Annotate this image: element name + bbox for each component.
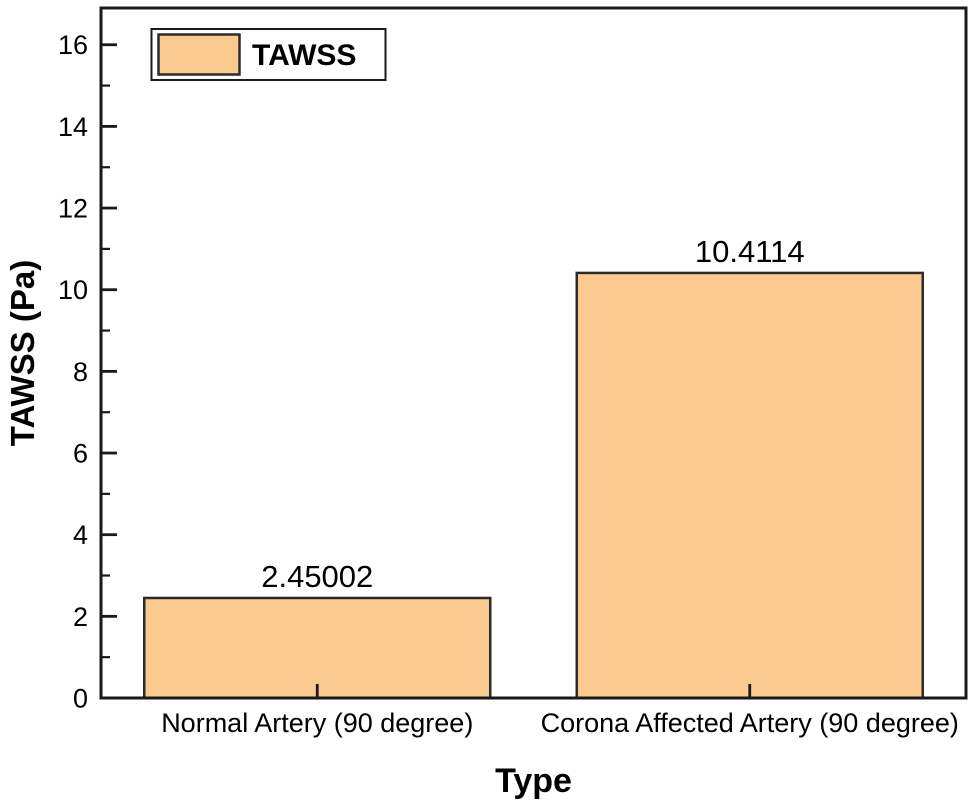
bar-0 — [143, 596, 492, 700]
y-axis-tick-label: 14 — [58, 112, 88, 142]
y-axis-tick-label: 2 — [73, 602, 88, 632]
y-axis-tick-label: 6 — [73, 439, 88, 469]
y-axis-tick-label: 16 — [58, 30, 88, 60]
y-axis-tick-label: 4 — [73, 520, 88, 550]
legend: TAWSS — [150, 28, 387, 81]
y-axis-tick-label: 10 — [58, 275, 88, 305]
y-axis-tick-label: 12 — [58, 194, 88, 224]
bar-value-label-1: 10.4114 — [695, 234, 805, 269]
plot-frame — [99, 6, 968, 700]
y-axis-tick-label: 8 — [73, 357, 88, 387]
bar-1 — [575, 271, 924, 700]
x-category-label-0: Normal Artery (90 degree) — [161, 708, 473, 738]
x-category-label-1: Corona Affected Artery (90 degree) — [541, 708, 959, 738]
x-axis-title: Type — [495, 762, 572, 800]
bar-value-label-0: 2.45002 — [261, 559, 373, 594]
legend-label: TAWSS — [252, 39, 356, 72]
y-axis-title: TAWSS (Pa) — [4, 260, 41, 446]
y-axis-tick-label: 0 — [73, 684, 88, 714]
legend-swatch — [157, 33, 241, 76]
